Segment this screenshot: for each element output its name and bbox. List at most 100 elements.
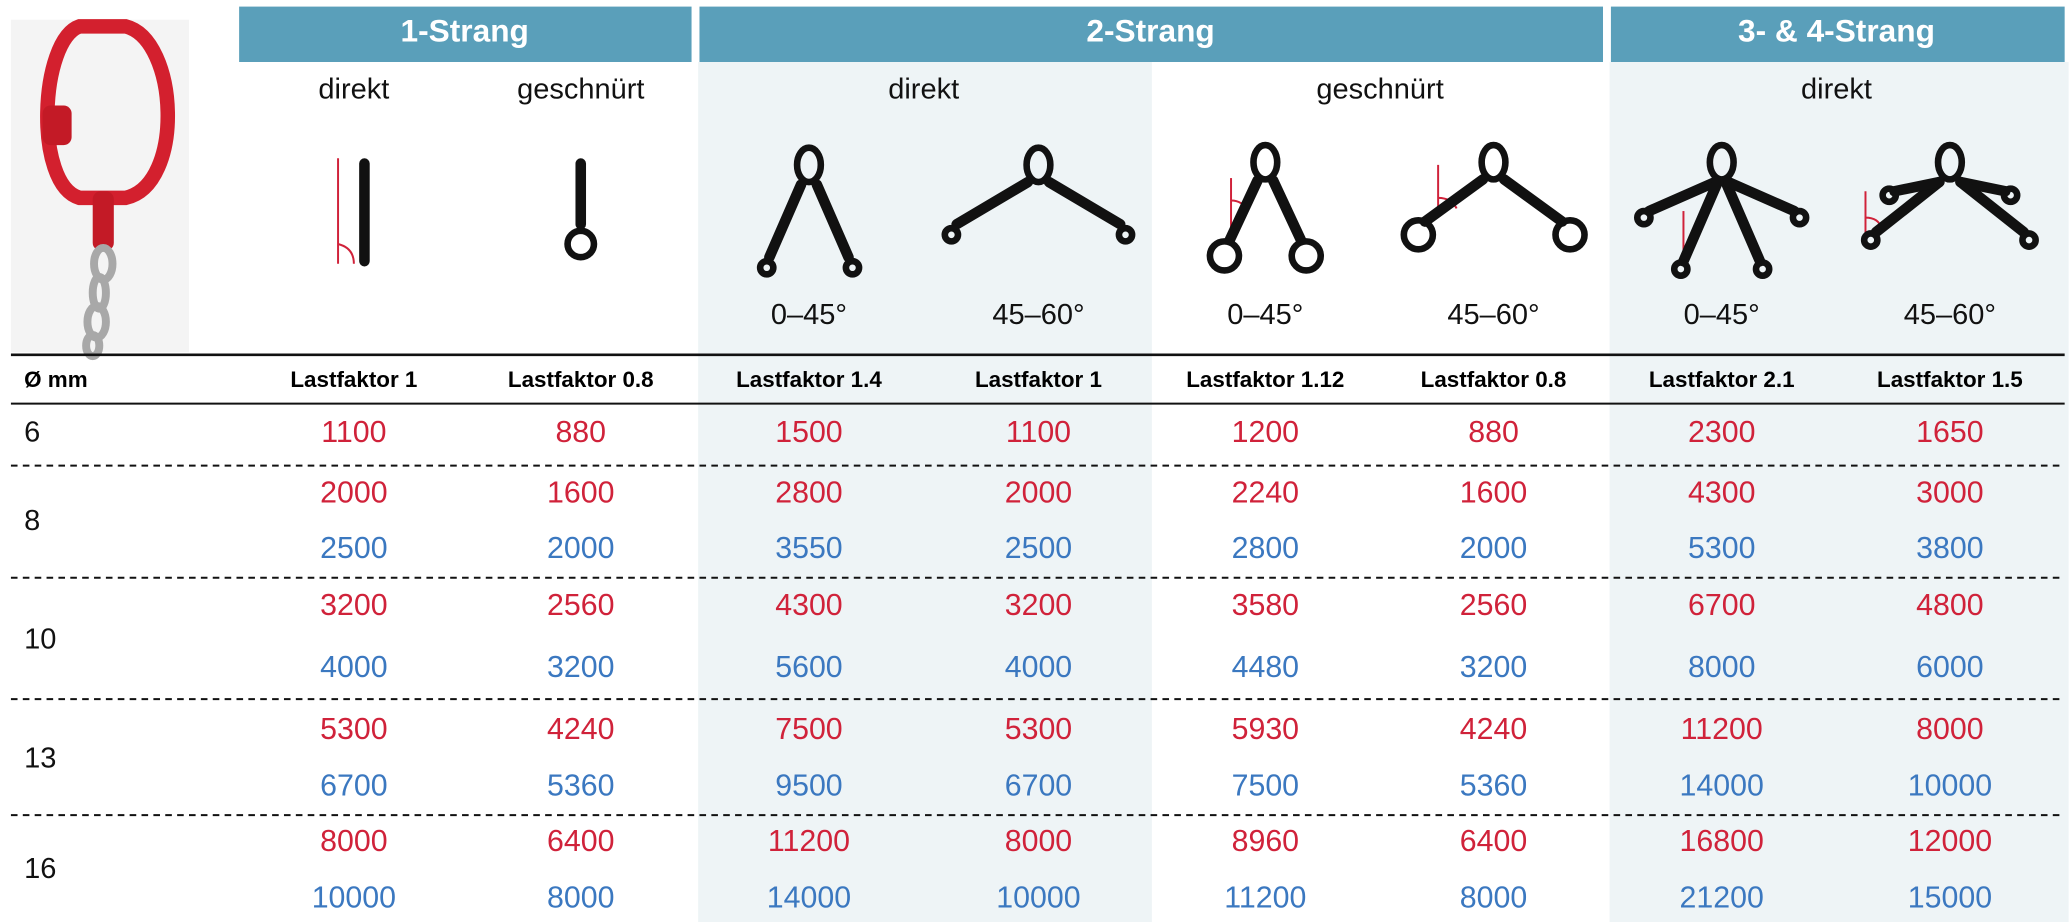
product-image bbox=[10, 19, 190, 361]
subgroup-title: direkt bbox=[318, 74, 389, 106]
diameter: 8 bbox=[24, 505, 40, 537]
load-factor: Lastfaktor 2.1 bbox=[1649, 367, 1795, 392]
load-value: 2500 bbox=[1005, 532, 1072, 565]
load-factor: Lastfaktor 1.12 bbox=[1186, 367, 1344, 392]
load-value: 1100 bbox=[1006, 416, 1071, 449]
icons bbox=[337, 141, 2039, 279]
load-value: 11200 bbox=[1681, 713, 1763, 746]
load-value: 3800 bbox=[1916, 532, 1983, 565]
diameter-label: Ø mm bbox=[24, 367, 88, 392]
load-value: 8000 bbox=[1460, 882, 1527, 915]
load-value: 2800 bbox=[775, 477, 842, 510]
load-value: 4240 bbox=[547, 713, 614, 746]
group-bar bbox=[699, 6, 1604, 62]
load-value: 2000 bbox=[1005, 477, 1072, 510]
load-value: 8000 bbox=[547, 882, 614, 915]
load-value: 6400 bbox=[1460, 825, 1527, 858]
group-title: 3- & 4-Strang bbox=[1738, 12, 1935, 48]
group-bar bbox=[1610, 6, 2065, 62]
load-value: 11200 bbox=[1224, 882, 1306, 915]
load-value: 2000 bbox=[320, 477, 387, 510]
subgroup-title: direkt bbox=[1801, 74, 1872, 106]
load-value: 1600 bbox=[1460, 477, 1527, 510]
load-value: 10000 bbox=[312, 882, 396, 915]
load-factor: Lastfaktor 0.8 bbox=[508, 367, 654, 392]
load-value: 8000 bbox=[320, 825, 387, 858]
angle-label: 0–45° bbox=[1227, 299, 1303, 331]
angle-label: 0–45° bbox=[1684, 299, 1760, 331]
load-factor: Lastfaktor 1 bbox=[290, 367, 417, 392]
load-value: 1200 bbox=[1232, 416, 1299, 449]
group-title: 2-Strang bbox=[1086, 12, 1214, 48]
load-factor: Lastfaktor 1 bbox=[975, 367, 1102, 392]
load-value: 2560 bbox=[1460, 589, 1527, 622]
load-value: 4240 bbox=[1460, 713, 1527, 746]
load-value: 3580 bbox=[1232, 589, 1299, 622]
load-value: 6700 bbox=[1688, 589, 1755, 622]
load-value: 6700 bbox=[1005, 769, 1072, 802]
load-value: 7500 bbox=[1232, 769, 1299, 802]
load-value: 10000 bbox=[996, 882, 1080, 915]
load-factor: Lastfaktor 1.4 bbox=[736, 367, 882, 392]
subgroup-title: geschnürt bbox=[517, 74, 644, 106]
load-value: 5360 bbox=[1460, 769, 1527, 802]
group-title: 1-Strang bbox=[401, 12, 529, 48]
load-value: 2300 bbox=[1688, 416, 1755, 449]
load-value: 12000 bbox=[1908, 825, 1992, 858]
load-value: 10000 bbox=[1908, 769, 1992, 802]
load-value: 3200 bbox=[1005, 589, 1072, 622]
group-bar bbox=[239, 6, 692, 62]
load-value: 4800 bbox=[1916, 589, 1983, 622]
load-value: 1500 bbox=[775, 416, 842, 449]
load-value: 9500 bbox=[775, 769, 842, 802]
load-value: 2800 bbox=[1232, 532, 1299, 565]
load-value: 21200 bbox=[1680, 882, 1764, 915]
load-value: 6700 bbox=[320, 769, 387, 802]
load-value: 4000 bbox=[1005, 651, 1072, 684]
load-value: 14000 bbox=[767, 882, 851, 915]
load-value: 8000 bbox=[1688, 651, 1755, 684]
load-value: 5930 bbox=[1232, 713, 1299, 746]
load-value: 3200 bbox=[320, 589, 387, 622]
angle-label: 45–60° bbox=[1447, 299, 1539, 331]
load-value: 5300 bbox=[1005, 713, 1072, 746]
load-value: 3550 bbox=[775, 532, 842, 565]
load-value: 5300 bbox=[1688, 532, 1755, 565]
load-value: 880 bbox=[555, 416, 606, 449]
load-value: 2000 bbox=[1460, 532, 1527, 565]
load-value: 15000 bbox=[1908, 882, 1992, 915]
load-value: 2000 bbox=[547, 532, 614, 565]
load-value: 4480 bbox=[1232, 651, 1299, 684]
load-value: 5600 bbox=[775, 651, 842, 684]
angle-label: 45–60° bbox=[1904, 299, 1996, 331]
angle-label: 45–60° bbox=[992, 299, 1084, 331]
diameter: 13 bbox=[24, 742, 56, 774]
load-value: 2560 bbox=[547, 589, 614, 622]
load-value: 5300 bbox=[320, 713, 387, 746]
load-factor: Lastfaktor 1.5 bbox=[1877, 367, 2023, 392]
load-value: 4300 bbox=[775, 589, 842, 622]
subgroup-title: geschnürt bbox=[1316, 74, 1443, 106]
load-value: 11200 bbox=[768, 825, 850, 858]
load-factor: Lastfaktor 0.8 bbox=[1421, 367, 1567, 392]
load-value: 1600 bbox=[547, 477, 614, 510]
load-value: 7500 bbox=[775, 713, 842, 746]
load-value: 3200 bbox=[1460, 651, 1527, 684]
diameter: 6 bbox=[24, 417, 40, 449]
angle-label: 0–45° bbox=[771, 299, 847, 331]
load-value: 4000 bbox=[320, 651, 387, 684]
load-value: 2500 bbox=[320, 532, 387, 565]
load-value: 1100 bbox=[321, 416, 386, 449]
load-value: 1650 bbox=[1916, 416, 1983, 449]
load-value: 5360 bbox=[547, 769, 614, 802]
load-value: 3000 bbox=[1916, 477, 1983, 510]
subgroup-title: direkt bbox=[888, 74, 959, 106]
load-value: 3200 bbox=[547, 651, 614, 684]
shade bbox=[698, 61, 1152, 922]
load-value: 4300 bbox=[1688, 477, 1755, 510]
load-value: 14000 bbox=[1680, 769, 1764, 802]
load-value: 8000 bbox=[1916, 713, 1983, 746]
load-value: 8000 bbox=[1005, 825, 1072, 858]
diameter: 16 bbox=[24, 853, 56, 885]
